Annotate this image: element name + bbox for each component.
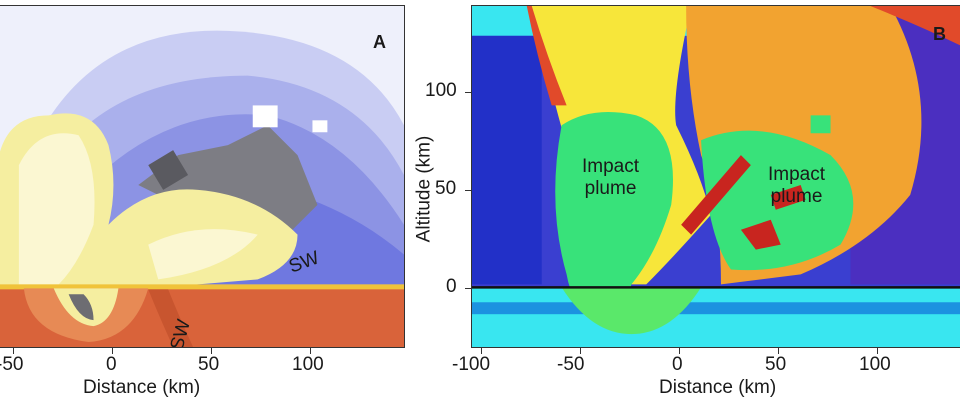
panel-a-x-tick: 50 — [198, 354, 220, 375]
panel-b-x-tick: -100 — [452, 354, 491, 375]
panel-a-x-tick: 100 — [292, 354, 324, 375]
panel-a-label: A — [373, 32, 386, 52]
panel-b-y-tick: 100 — [425, 80, 457, 101]
impact-plume-left-line2: plume — [584, 178, 637, 199]
panel-b-y-tickmark — [465, 190, 471, 191]
impact-plume-label-right: Impact plume — [768, 164, 825, 208]
impact-plume-right-line1: Impact — [768, 164, 826, 185]
impact-plume-right-line2: plume — [770, 186, 823, 207]
panel-a-x-tick: 0 — [106, 354, 117, 375]
panel-b-x-tickmark — [580, 348, 581, 354]
panel-b-label: B — [933, 24, 946, 44]
panel-b-x-tick: 100 — [859, 354, 891, 375]
impact-plume-left-line1: Impact — [582, 156, 640, 177]
panel-a-tickmark — [13, 348, 14, 354]
impact-plume-label-left: Impact plume — [582, 156, 639, 200]
panel-a-field — [0, 6, 404, 347]
panel-b-simulation: B Impact plume Impact plume — [471, 5, 960, 348]
panel-b-x-tick: -50 — [557, 354, 585, 375]
panel-b-y-tick: 50 — [435, 178, 457, 199]
panel-b-field — [472, 6, 960, 347]
panel-b-x-axis-title: Distance (km) — [659, 377, 777, 398]
panel-b-x-tickmark — [481, 348, 482, 354]
panel-a-tickmark — [310, 348, 311, 354]
panel-b-y-tickmark — [465, 92, 471, 93]
panel-b-x-tickmark — [679, 348, 680, 354]
panel-b-x-tickmark — [778, 348, 779, 354]
panel-a-x-tick: -50 — [0, 354, 24, 375]
panel-b-y-axis-title: Altitude (km) — [413, 135, 435, 243]
panel-b-y-tickmark — [465, 288, 471, 289]
panel-b-x-tickmark — [877, 348, 878, 354]
panel-b-x-tick: 50 — [765, 354, 787, 375]
panel-a-tickmark — [112, 348, 113, 354]
panel-a-tickmark — [211, 348, 212, 354]
panel-a-x-axis-title: Distance (km) — [83, 377, 201, 398]
panel-a-simulation: A SW SW — [0, 5, 405, 348]
panel-b-y-tick: 0 — [446, 276, 457, 297]
panel-b-x-tick: 0 — [672, 354, 683, 375]
